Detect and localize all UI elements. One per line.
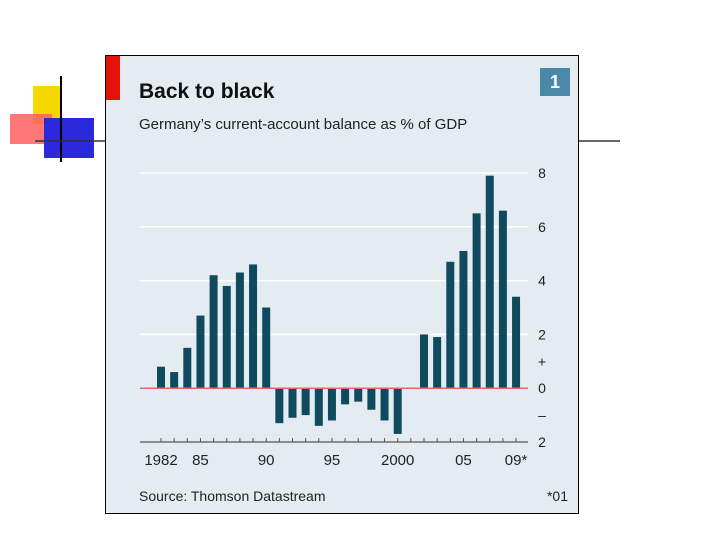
x-tick-label: 1982 [144,452,177,469]
bar [275,388,284,424]
y-tick-label: 4 [538,273,546,289]
bar [433,337,442,389]
bar [512,296,521,389]
bar [235,272,244,389]
y-tick-label: – [538,407,546,423]
bar [288,388,297,418]
bar [420,334,428,389]
y-tick-label: 2 [538,326,546,342]
x-tick-label: 85 [192,452,209,469]
red-flag-accent [106,56,120,100]
chart-subtitle: Germany’s current-account balance as % o… [139,116,468,133]
bar [498,210,507,389]
x-tick-label: 90 [258,452,275,469]
bar [249,264,258,389]
bar [157,366,165,389]
bar [183,347,192,389]
bar [262,307,271,389]
y-tick-label: 8 [538,165,546,181]
x-tick-label: 09* [505,452,528,469]
bar [209,275,218,389]
bar [354,388,363,402]
bar [301,388,310,416]
y-tick-label: 2 [538,434,546,450]
bar [485,175,494,389]
y-tick-label: 6 [538,219,546,235]
bar [459,251,468,389]
bar [393,388,402,434]
chart-title: Back to black [139,80,275,103]
bar-chart: 8 6 4 2 +0 – 2 1982 85 90 95 2000 05 09* [140,165,546,469]
bar [472,213,481,389]
bar [314,388,323,426]
chart-number-badge: 1 [540,68,570,96]
footnote: *01 [546,488,568,504]
bar [341,388,350,405]
bar [380,388,389,421]
x-tick-label: 05 [455,452,472,469]
bar [327,388,336,421]
bar [196,315,205,389]
x-tick-label: 2000 [381,452,414,469]
source-note: Source: Thomson Datastream [139,488,326,504]
y-tick-label: 0 [538,380,546,396]
blue-square [44,118,94,158]
bar [367,388,376,410]
bar [222,285,231,389]
chart-card: Back to black Germany’s current-account … [105,55,579,514]
bar [446,261,455,389]
x-tick-label: 95 [324,452,341,469]
bar [170,372,179,389]
y-tick-label: + [538,353,546,369]
